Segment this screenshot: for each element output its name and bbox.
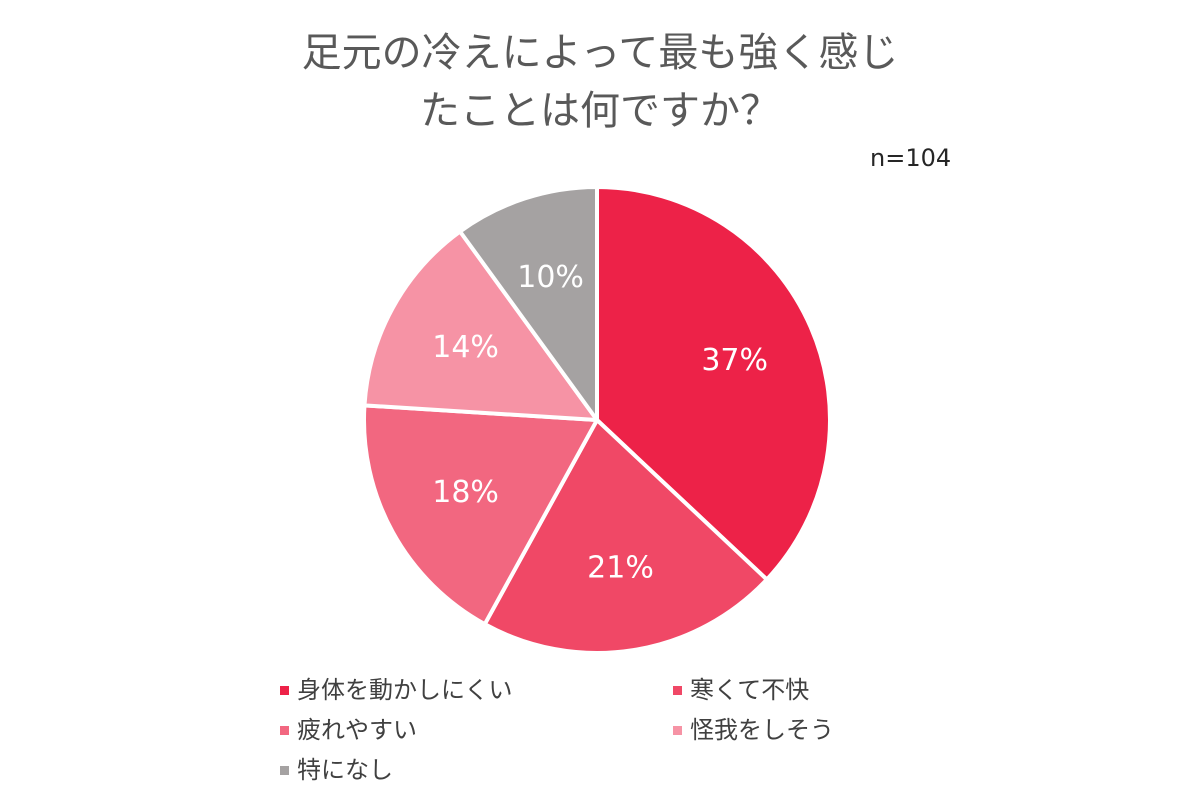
data-label-4: 10% xyxy=(517,260,584,295)
legend-label: 身体を動かしにくい xyxy=(297,676,513,704)
data-label-0: 37% xyxy=(701,343,768,378)
chart-title: 足元の冷えによって最も強く感じ たことは何ですか？ xyxy=(0,24,1200,140)
pie-slice-0 xyxy=(595,185,832,582)
pie-slice-4 xyxy=(458,185,599,422)
legend-swatch-3 xyxy=(673,725,682,735)
data-label-1: 21% xyxy=(587,551,654,586)
legend-item: 身体を動かしにくい xyxy=(280,672,673,708)
legend-label: 疲れやすい xyxy=(297,716,417,744)
data-label-3: 14% xyxy=(432,330,499,365)
chart-legend: 身体を動かしにくい 寒くて不快 疲れやすい 怪我をしそう 特になし xyxy=(280,672,900,788)
pie-slice-1 xyxy=(482,418,769,655)
legend-swatch-2 xyxy=(280,725,289,735)
legend-swatch-1 xyxy=(673,685,682,695)
legend-item: 怪我をしそう xyxy=(673,712,900,748)
pie-slice-2 xyxy=(362,403,599,627)
legend-label: 特になし xyxy=(297,756,393,784)
data-label-2: 18% xyxy=(432,475,499,510)
legend-swatch-4 xyxy=(280,765,289,775)
chart-title-line-2: たことは何ですか？ xyxy=(420,88,780,134)
legend-label: 寒くて不快 xyxy=(690,676,810,704)
legend-item: 特になし xyxy=(280,752,673,788)
legend-swatch-0 xyxy=(280,685,289,695)
chart-title-line-1: 足元の冷えによって最も強く感じ xyxy=(301,30,899,76)
legend-item: 寒くて不快 xyxy=(673,672,900,708)
legend-item: 疲れやすい xyxy=(280,712,673,748)
pie-slice-3 xyxy=(362,229,599,422)
sample-size-label: n=104 xyxy=(870,144,952,172)
legend-label: 怪我をしそう xyxy=(690,716,834,744)
